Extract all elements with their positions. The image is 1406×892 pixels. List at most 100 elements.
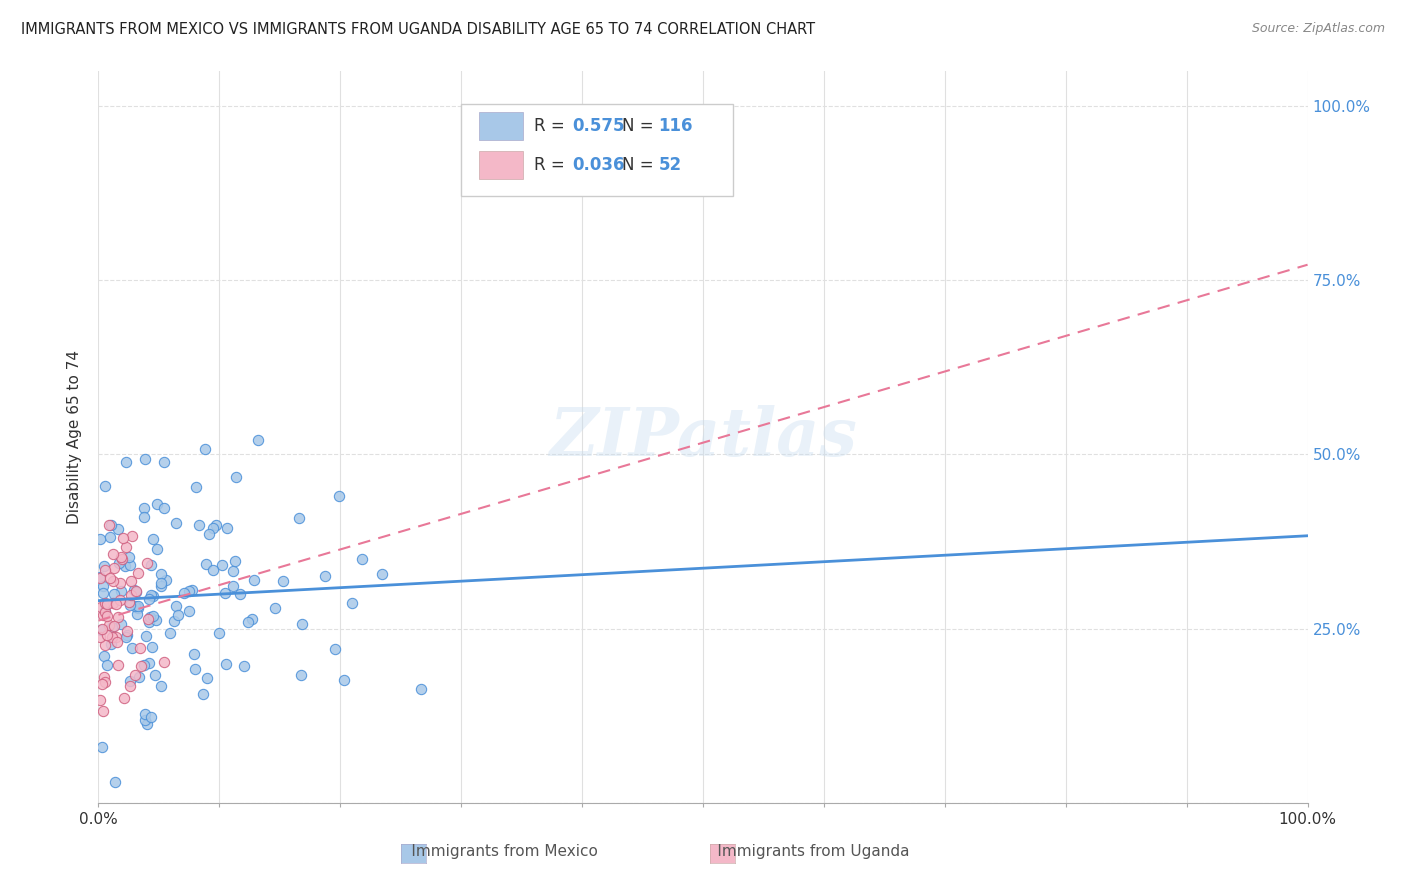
Point bbox=[150, 679, 173, 693]
Text: 0.036: 0.036 bbox=[572, 156, 624, 174]
Point bbox=[103, 574, 125, 588]
Point bbox=[184, 480, 207, 494]
Point bbox=[94, 675, 117, 690]
Point bbox=[134, 452, 156, 467]
Point bbox=[165, 516, 187, 530]
Point bbox=[114, 455, 136, 469]
Point bbox=[138, 657, 160, 671]
Point bbox=[166, 608, 188, 623]
Point bbox=[139, 558, 162, 573]
Point bbox=[89, 630, 111, 644]
Point bbox=[153, 501, 176, 516]
Point bbox=[173, 586, 195, 600]
Point bbox=[117, 624, 139, 638]
Point bbox=[120, 673, 142, 688]
Point bbox=[134, 713, 156, 727]
Point bbox=[146, 541, 169, 556]
Point bbox=[96, 657, 118, 672]
Point bbox=[107, 634, 129, 648]
Text: R =: R = bbox=[534, 117, 569, 136]
Point bbox=[135, 629, 157, 643]
Point bbox=[323, 642, 346, 657]
Point bbox=[350, 552, 373, 566]
Point bbox=[120, 679, 142, 693]
Text: IMMIGRANTS FROM MEXICO VS IMMIGRANTS FROM UGANDA DISABILITY AGE 65 TO 74 CORRELA: IMMIGRANTS FROM MEXICO VS IMMIGRANTS FRO… bbox=[21, 22, 815, 37]
Point bbox=[215, 657, 238, 671]
Point bbox=[104, 775, 127, 789]
Point bbox=[191, 687, 214, 701]
Point bbox=[118, 558, 141, 572]
Point bbox=[115, 628, 138, 642]
Point bbox=[125, 585, 148, 599]
Point bbox=[110, 549, 132, 564]
Point bbox=[94, 479, 117, 493]
Text: N =: N = bbox=[621, 117, 659, 136]
Point bbox=[132, 658, 155, 673]
Point bbox=[183, 647, 205, 661]
Text: Source: ZipAtlas.com: Source: ZipAtlas.com bbox=[1251, 22, 1385, 36]
Point bbox=[146, 497, 169, 511]
Point bbox=[89, 532, 111, 546]
Point bbox=[224, 554, 246, 568]
Point bbox=[127, 601, 149, 615]
Point bbox=[150, 566, 173, 581]
Point bbox=[142, 532, 165, 546]
Point bbox=[101, 596, 124, 610]
Point bbox=[132, 510, 155, 524]
Text: R =: R = bbox=[534, 156, 569, 174]
Point bbox=[128, 669, 150, 683]
Point bbox=[181, 582, 204, 597]
Point bbox=[110, 617, 132, 632]
Point bbox=[155, 573, 177, 587]
Point bbox=[411, 681, 433, 696]
Point bbox=[101, 620, 124, 634]
Point bbox=[112, 690, 135, 705]
Point bbox=[118, 599, 141, 613]
Point bbox=[115, 541, 138, 555]
Point bbox=[98, 517, 121, 532]
Point bbox=[165, 599, 187, 614]
Point bbox=[139, 709, 162, 723]
Point bbox=[150, 579, 173, 593]
Point bbox=[91, 622, 114, 636]
Point bbox=[90, 623, 112, 637]
Point bbox=[124, 599, 146, 613]
Point bbox=[149, 576, 172, 591]
Point bbox=[89, 571, 111, 585]
Point bbox=[139, 588, 162, 602]
Text: N =: N = bbox=[621, 156, 659, 174]
FancyBboxPatch shape bbox=[479, 112, 523, 140]
Point bbox=[89, 570, 111, 584]
Point bbox=[132, 501, 155, 516]
Y-axis label: Disability Age 65 to 74: Disability Age 65 to 74 bbox=[67, 350, 83, 524]
Point bbox=[134, 707, 156, 722]
Point bbox=[142, 590, 165, 604]
Point bbox=[94, 605, 117, 619]
Point bbox=[98, 571, 121, 585]
Point bbox=[103, 587, 125, 601]
Point bbox=[111, 552, 134, 566]
Point bbox=[202, 563, 225, 577]
Point bbox=[340, 596, 363, 610]
Point bbox=[125, 607, 148, 622]
Point bbox=[129, 659, 152, 673]
Point bbox=[141, 609, 163, 624]
Point bbox=[120, 588, 142, 602]
Point bbox=[105, 597, 128, 611]
Point bbox=[136, 612, 159, 626]
Text: 0.575: 0.575 bbox=[572, 117, 624, 136]
Point bbox=[108, 576, 131, 591]
Point bbox=[291, 617, 314, 632]
Point bbox=[194, 557, 217, 571]
Point bbox=[328, 489, 350, 503]
FancyBboxPatch shape bbox=[461, 104, 734, 195]
Point bbox=[94, 604, 117, 618]
Point bbox=[89, 693, 111, 707]
Point bbox=[112, 531, 135, 545]
Point bbox=[194, 442, 217, 457]
Point bbox=[122, 582, 145, 597]
Point bbox=[127, 599, 149, 613]
Point bbox=[222, 579, 245, 593]
Point bbox=[107, 556, 129, 570]
Point bbox=[215, 521, 238, 535]
